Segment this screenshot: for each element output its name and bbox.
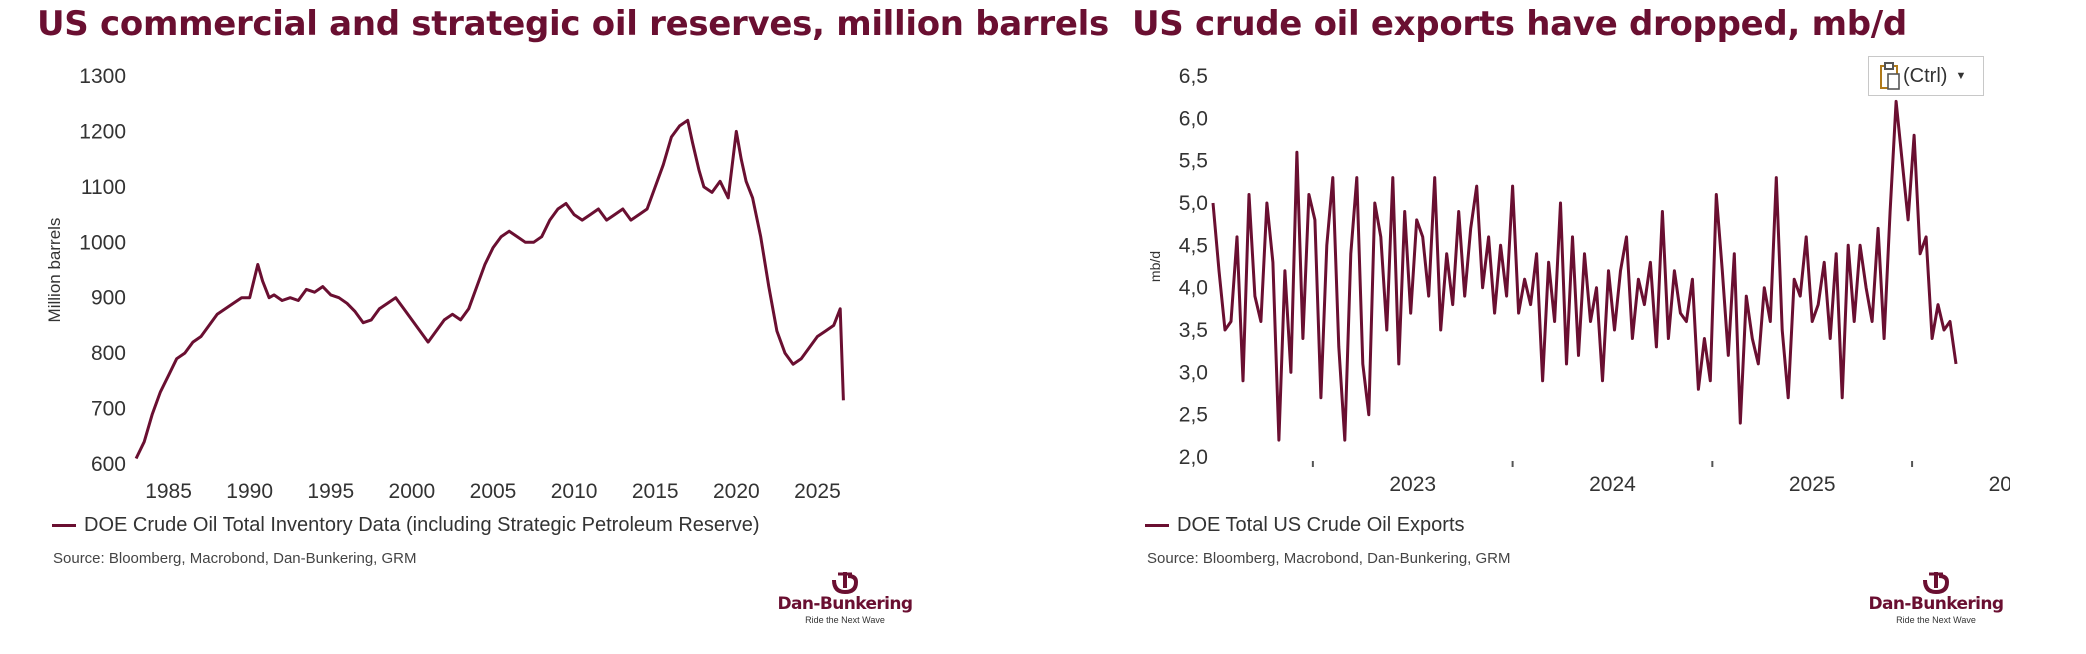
x-tick-label: 2023 — [1389, 473, 1436, 496]
y-tick-label: 4,0 — [1179, 277, 1208, 300]
x-tick-label: 2026 — [1989, 473, 2010, 496]
clipboard-paste-icon — [1880, 62, 1900, 90]
chart-title-reserves: US commercial and strategic oil reserves… — [37, 4, 1109, 44]
x-tick-label: 2025 — [794, 480, 841, 503]
dan-bunkering-logo: Dan-Bunkering Ride the Next Wave — [1866, 570, 2006, 625]
x-tick-label: 2000 — [389, 480, 436, 503]
y-tick-label: 2,0 — [1179, 446, 1208, 469]
y-axis-label: mb/d — [1147, 251, 1163, 282]
y-tick-label: 600 — [91, 453, 126, 476]
y-tick-label: 1000 — [79, 231, 126, 254]
y-axis-label: Million barrels — [45, 218, 64, 323]
chevron-down-icon: ▼ — [1955, 70, 1967, 82]
y-tick-label: 6,0 — [1179, 107, 1208, 130]
y-tick-label: 3,5 — [1179, 319, 1208, 342]
chart-title-exports: US crude oil exports have dropped, mb/d — [1132, 4, 1907, 44]
y-tick-label: 5,0 — [1179, 192, 1208, 215]
legend-label-reserves: DOE Crude Oil Total Inventory Data (incl… — [84, 514, 760, 536]
y-tick-label: 5,5 — [1179, 150, 1208, 173]
x-tick-label: 1990 — [226, 480, 273, 503]
x-tick-label: 2024 — [1589, 473, 1636, 496]
y-tick-label: 800 — [91, 342, 126, 365]
series-line — [1211, 99, 1958, 442]
x-tick-label: 2020 — [713, 480, 760, 503]
logo-tagline: Ride the Next Wave — [805, 615, 885, 625]
logo-tagline: Ride the Next Wave — [1896, 615, 1976, 625]
anchor-logo-icon — [832, 572, 859, 595]
x-tick-label: 1985 — [145, 480, 192, 503]
legend-swatch — [52, 524, 76, 527]
reserves-line-chart: 600 700 800 900 1000 1100 1200 1300 1985 1990 1995… — [45, 65, 845, 503]
x-tick-label: 2025 — [1789, 473, 1836, 496]
legend-swatch — [1145, 524, 1169, 527]
y-tick-label: 4,5 — [1179, 234, 1208, 257]
x-tick-label: 1995 — [307, 480, 354, 503]
y-tick-label: 2,5 — [1179, 404, 1208, 427]
source-note-reserves: Source: Bloomberg, Macrobond, Dan-Bunker… — [53, 550, 417, 567]
series-line — [134, 118, 845, 460]
legend-label-exports: DOE Total US Crude Oil Exports — [1177, 514, 1465, 536]
y-tick-label: 900 — [91, 287, 126, 310]
x-tick-label: 2005 — [470, 480, 517, 503]
logo-name: Dan-Bunkering — [777, 594, 914, 614]
dan-bunkering-logo: Dan-Bunkering Ride the Next Wave — [775, 570, 915, 625]
paste-options-button[interactable]: (Ctrl) ▼ — [1868, 56, 1984, 96]
y-tick-label: 1200 — [79, 120, 126, 143]
y-tick-label: 1100 — [81, 176, 126, 199]
exports-line-chart: 2,0 2,5 3,0 3,5 4,0 4,5 5,0 5,5 6,0 6,5 2023 2024 20… — [1147, 65, 2010, 496]
y-tick-label: 6,5 — [1179, 65, 1208, 88]
y-tick-label: 3,0 — [1179, 361, 1208, 384]
x-tick-label: 2015 — [632, 480, 679, 503]
source-note-exports: Source: Bloomberg, Macrobond, Dan-Bunker… — [1147, 550, 1511, 567]
legend-reserves: DOE Crude Oil Total Inventory Data (incl… — [52, 514, 759, 537]
x-tick-label: 2010 — [551, 480, 598, 503]
paste-options-label: (Ctrl) — [1903, 64, 1948, 87]
legend-exports: DOE Total US Crude Oil Exports — [1145, 514, 1465, 537]
anchor-logo-icon — [1923, 572, 1950, 595]
logo-name: Dan-Bunkering — [1868, 594, 2005, 614]
y-tick-label: 700 — [91, 398, 126, 421]
y-tick-label: 1300 — [79, 65, 126, 88]
